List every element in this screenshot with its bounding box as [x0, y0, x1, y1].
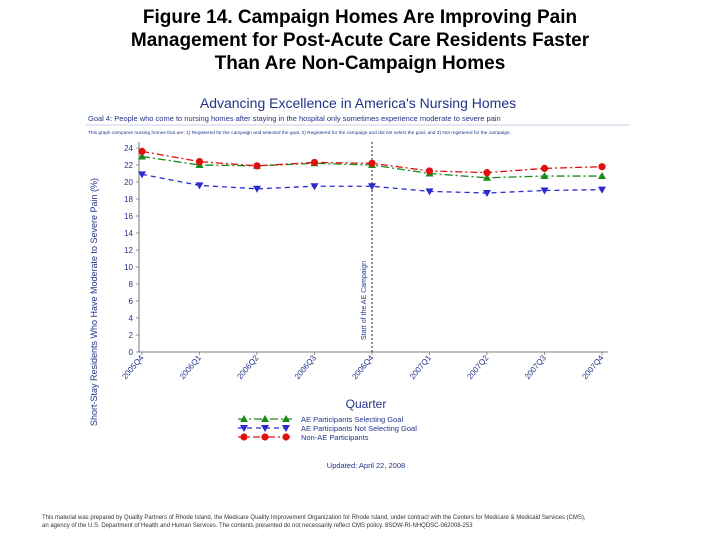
x-tick-label: 2007Q3 [523, 353, 549, 381]
x-tick-label: 2006Q4 [350, 353, 376, 381]
y-tick-label: 20 [124, 178, 133, 187]
x-tick-label: 2006Q2 [235, 353, 261, 381]
y-tick-label: 18 [124, 195, 133, 204]
y-tick-label: 6 [129, 297, 134, 306]
series-point-0 [598, 172, 606, 180]
legend-entry-label: AE Participants Selecting Goal [301, 415, 403, 424]
series-point-1 [195, 182, 204, 190]
legend-swatch-marker [261, 415, 269, 422]
legend-swatch-marker [240, 415, 248, 422]
legend-swatch-marker [282, 433, 290, 441]
series-point-2 [368, 159, 376, 167]
series-point-2 [253, 162, 261, 170]
legend-swatch-marker [282, 425, 290, 432]
x-axis-label: Quarter [346, 397, 387, 411]
y-tick-label: 0 [129, 348, 134, 357]
series-layer [138, 147, 606, 198]
series-point-1 [310, 183, 319, 191]
x-tick-label: 2007Q4 [580, 353, 606, 381]
y-tick-label: 8 [129, 280, 134, 289]
series-point-2 [540, 164, 549, 172]
y-tick-label: 4 [129, 314, 134, 323]
chart-description: This graph compares nursing homes that a… [88, 130, 511, 136]
series-point-2 [425, 167, 434, 175]
figure-title-line-1: Figure 14. Campaign Homes Are Improving … [142, 7, 578, 28]
legend-swatch-marker [282, 415, 290, 422]
chart-subtitle: Goal 4: People who come to nursing homes… [88, 114, 501, 123]
chart-title: Advancing Excellence in America's Nursin… [200, 95, 516, 111]
figure-title-line-3: Than Are Non-Campaign Homes [214, 53, 506, 74]
y-tick-label: 14 [124, 229, 133, 238]
legend-swatch-marker [261, 425, 269, 432]
legend-swatch-marker [261, 433, 269, 441]
updated-label: Updated: April 22, 2008 [327, 461, 405, 470]
series-point-1 [368, 183, 376, 191]
series-point-1 [425, 188, 434, 196]
series-point-0 [138, 152, 146, 160]
legend-entry-label: AE Participants Not Selecting Goal [301, 424, 417, 433]
series-point-1 [540, 187, 549, 195]
chart-panel: Advancing Excellence in America's Nursin… [80, 92, 635, 500]
y-tick-label: 12 [124, 246, 133, 255]
x-tick-label: 2006Q3 [293, 353, 319, 381]
series-point-1 [483, 190, 491, 198]
figure-title-line-2: Management for Post-Acute Care Residents… [130, 30, 590, 51]
footer-line-1: This material was prepared by Quality Pa… [42, 515, 586, 521]
y-tick-label: 24 [124, 144, 133, 153]
y-tick-label: 22 [124, 161, 133, 170]
y-tick-label: 10 [124, 263, 133, 272]
y-axis-label: Short-Stay Residents Who Have Moderate t… [89, 178, 99, 426]
series-point-2 [483, 169, 491, 177]
x-tick-label: 2006Q1 [178, 353, 204, 381]
figure-title: Figure 14. Campaign Homes Are Improving … [0, 6, 720, 75]
series-point-0 [483, 173, 491, 181]
x-tick-label: 2005Q4 [120, 353, 146, 381]
series-point-1 [598, 186, 606, 194]
series-point-2 [598, 163, 606, 171]
series-point-1 [253, 185, 261, 193]
legend-swatch-marker [240, 433, 248, 441]
x-tick-label: 2007Q1 [408, 353, 434, 381]
y-tick-label: 2 [129, 331, 134, 340]
footer-note: This material was prepared by Quality Pa… [42, 514, 682, 530]
legend-swatch-marker [240, 425, 248, 432]
series-point-2 [310, 158, 319, 167]
x-tick-label: 2007Q2 [465, 353, 491, 381]
y-tick-label: 16 [124, 212, 133, 221]
series-point-1 [138, 171, 146, 179]
campaign-start-annotation: Start of the AE Campaign [361, 261, 368, 340]
series-point-0 [540, 172, 549, 180]
series-point-2 [195, 158, 204, 166]
legend-entry-label: Non-AE Participants [301, 433, 369, 442]
series-point-2 [138, 147, 146, 155]
footer-line-2: an agency of the U.S. Department of Heal… [42, 523, 473, 529]
line-chart: Advancing Excellence in America's Nursin… [86, 95, 629, 470]
